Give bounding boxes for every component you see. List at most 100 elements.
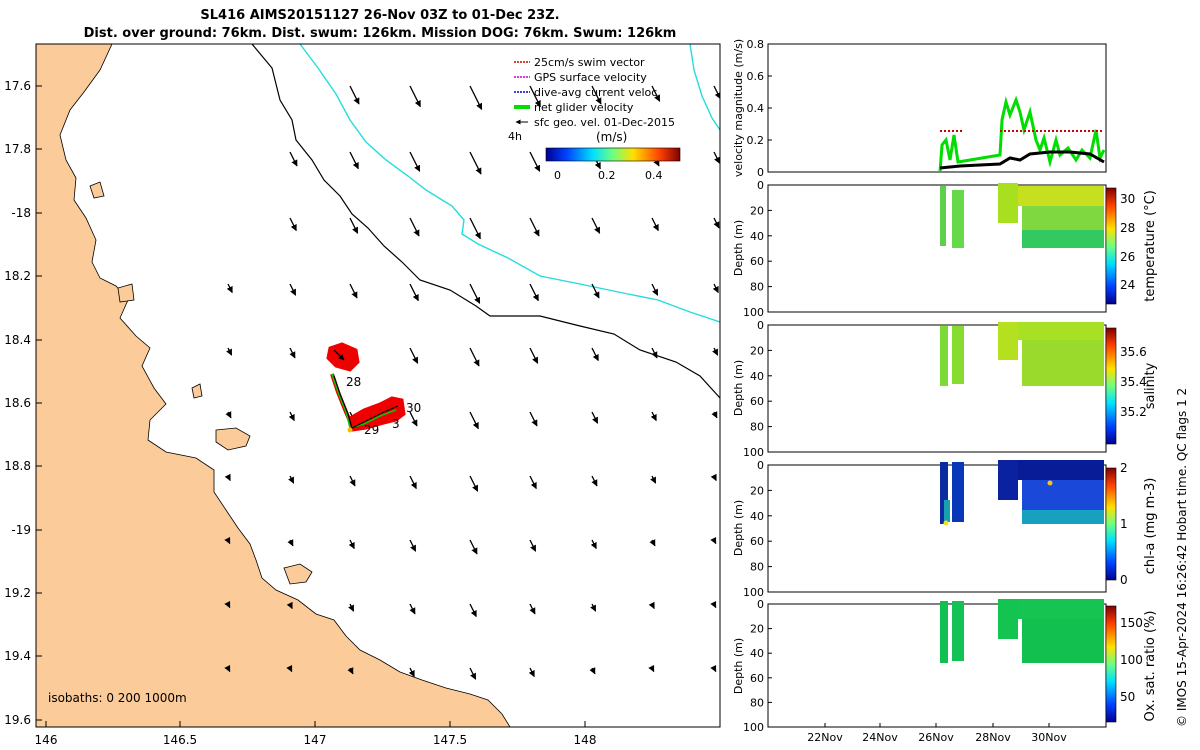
depth-tick-label: 0 bbox=[757, 598, 764, 611]
velocity-arrow bbox=[529, 347, 539, 364]
speed-colorbar bbox=[545, 147, 681, 162]
velocity-arrow bbox=[288, 475, 295, 484]
salinity-panel: 35.6 35.4 35.2 salinity Depth (m) bbox=[732, 322, 1158, 453]
map-panel: 28 30 29 3 isobaths: 0 200 1000m 146 146.… bbox=[4, 43, 721, 747]
salinity-cblabel: salinity bbox=[1143, 362, 1158, 409]
velocity-arrow bbox=[713, 217, 720, 229]
velocity-arrow bbox=[349, 217, 359, 234]
map-y-tick-label: -19 bbox=[11, 523, 31, 537]
depth-tick-label: 40 bbox=[750, 230, 764, 243]
velocity-arrow bbox=[286, 664, 293, 673]
map-x-tick-label: 147 bbox=[304, 733, 327, 747]
depth-tick-label: 20 bbox=[750, 484, 764, 497]
map-y-tick-label: 17.8 bbox=[4, 142, 31, 156]
day-label: 29 bbox=[364, 423, 379, 437]
velocity-arrow bbox=[589, 667, 596, 675]
figure-title-line2: Dist. over ground: 76km. Dist. swum: 126… bbox=[83, 26, 677, 41]
velocity-arrow bbox=[712, 347, 719, 356]
isobath-1000m bbox=[299, 44, 720, 323]
map-y-tick-label: 19.6 bbox=[4, 713, 31, 727]
colorbar-tick: 2 bbox=[1120, 461, 1128, 475]
depth-tick-label: 40 bbox=[750, 510, 764, 523]
velocity-arrow bbox=[591, 475, 598, 487]
colorbar-tick: 24 bbox=[1120, 278, 1135, 292]
day-label: 30 bbox=[406, 401, 421, 415]
island bbox=[117, 283, 135, 303]
velocity-tick-label: 0.4 bbox=[747, 102, 765, 115]
map-x-tick-label: 146.5 bbox=[163, 733, 197, 747]
velocity-arrow bbox=[710, 473, 717, 482]
velocity-arrow bbox=[710, 536, 717, 545]
depth-tick-label: 80 bbox=[750, 281, 764, 294]
colorbar-tick: 35.6 bbox=[1120, 345, 1147, 359]
velocity-geo-line bbox=[939, 150, 1105, 170]
depth-tick-label: 20 bbox=[750, 344, 764, 357]
velocity-arrow bbox=[590, 539, 597, 550]
oxygen-colorbar bbox=[1105, 605, 1117, 723]
velocity-arrow bbox=[469, 85, 483, 110]
temperature-colorbar bbox=[1105, 187, 1117, 305]
velocity-arrow bbox=[529, 151, 541, 172]
day-label: 3 bbox=[392, 417, 400, 431]
colorbar-tick: 35.4 bbox=[1120, 375, 1147, 389]
velocity-arrow bbox=[651, 347, 658, 359]
map-legend: 25cm/s swim vector GPS surface velocity … bbox=[508, 56, 681, 182]
velocity-arrow bbox=[348, 539, 355, 550]
depth-tick-label: 60 bbox=[750, 255, 764, 268]
map-y-tick-label: -18 bbox=[11, 206, 31, 220]
time-tick-label: 28Nov bbox=[975, 731, 1011, 744]
panel-axes: 0204060801000204060801000204060801000204… bbox=[743, 179, 1067, 744]
colorbar-tick: 1 bbox=[1120, 517, 1128, 531]
velocity-arrow bbox=[226, 347, 233, 356]
colorbar-tick: 100 bbox=[1120, 653, 1143, 667]
depth-tick-label: 100 bbox=[743, 586, 764, 599]
velocity-arrow bbox=[289, 347, 296, 359]
figure-title-line1: SL416 AIMS20151127 26-Nov 03Z to 01-Dec … bbox=[200, 8, 560, 23]
velocity-tick-label: 0.8 bbox=[747, 38, 765, 51]
oxygen-cblabel: Ox. sat. ratio (%) bbox=[1143, 611, 1158, 722]
legend-label: net glider velocity bbox=[534, 101, 634, 114]
velocity-arrow bbox=[649, 539, 656, 547]
velocity-arrow bbox=[650, 475, 657, 484]
chla-panel: 2 1 0 chl-a (mg m-3) Depth (m) bbox=[732, 460, 1158, 593]
glider-position bbox=[347, 427, 353, 433]
depth-tick-label: 80 bbox=[750, 696, 764, 709]
day-label: 28 bbox=[346, 375, 361, 389]
velocity-arrow bbox=[289, 151, 298, 167]
velocity-arrow bbox=[224, 473, 231, 482]
velocity-arrow bbox=[713, 85, 720, 100]
oxygen-panel: 150 100 50 Ox. sat. ratio (%) Depth (m) bbox=[732, 599, 1158, 728]
velocity-arrow bbox=[529, 539, 537, 552]
velocity-arrow bbox=[286, 601, 293, 610]
depth-tick-label: 60 bbox=[750, 395, 764, 408]
dive-avg-track bbox=[333, 375, 399, 429]
velocity-arrow bbox=[469, 603, 477, 618]
map-y-tick-label: 19.2 bbox=[4, 586, 31, 600]
velocity-arrow bbox=[651, 283, 659, 296]
time-series-panels: 0 0.2 0.4 0.6 0.8 velocity magnitude (m/s) 3… bbox=[732, 38, 1189, 744]
legend-label: GPS surface velocity bbox=[534, 71, 647, 84]
velocity-tick-label: 0.2 bbox=[747, 134, 765, 147]
velocity-arrow bbox=[348, 603, 355, 612]
velocity-arrow bbox=[591, 85, 602, 105]
velocity-arrow bbox=[529, 603, 536, 615]
depth-tick-label: 40 bbox=[750, 370, 764, 383]
depth-ylabel: Depth (m) bbox=[732, 220, 745, 276]
velocity-arrow bbox=[469, 347, 480, 367]
velocity-arrow bbox=[289, 283, 297, 296]
velocity-arrow bbox=[712, 283, 719, 294]
colorbar-tick: 0 bbox=[554, 169, 561, 182]
velocity-arrow bbox=[648, 601, 655, 610]
copyright-note: © IMOS 15-Apr-2024 16:26:42 Hobart time.… bbox=[1175, 388, 1189, 727]
depth-tick-label: 20 bbox=[750, 204, 764, 217]
legend-label: 25cm/s swim vector bbox=[534, 56, 645, 69]
velocity-arrow bbox=[409, 539, 417, 552]
velocity-tick-label: 0.6 bbox=[747, 70, 765, 83]
velocity-arrow bbox=[409, 151, 421, 172]
temperature-panel: 30 28 26 24 temperature (°C) Depth (m) bbox=[732, 183, 1158, 313]
depth-tick-label: 20 bbox=[750, 623, 764, 636]
legend-label: dive-avg current veloc. bbox=[534, 86, 661, 99]
velocity-arrow bbox=[469, 667, 477, 680]
velocity-arrow bbox=[409, 475, 417, 490]
isobath-1000m-east bbox=[689, 44, 720, 131]
